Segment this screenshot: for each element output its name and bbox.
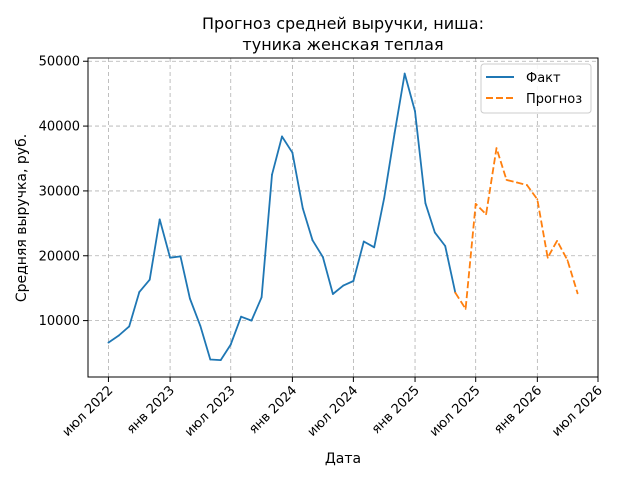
chart-title-line-1: Прогноз средней выручки, ниша: <box>202 14 484 33</box>
data-point <box>321 256 324 258</box>
data-point <box>576 292 579 295</box>
legend: Факт Прогноз <box>480 63 592 114</box>
data-point <box>138 291 141 293</box>
data-point <box>352 280 355 282</box>
data-point <box>414 110 416 113</box>
data-point <box>199 324 202 327</box>
data-point <box>383 197 386 199</box>
data-point <box>362 240 365 243</box>
data-point <box>311 239 314 242</box>
data-point <box>505 178 508 181</box>
data-point <box>271 173 273 176</box>
data-point <box>495 147 498 150</box>
data-point <box>158 218 161 221</box>
data-point <box>117 334 120 337</box>
data-point <box>332 293 334 295</box>
data-point <box>260 296 263 299</box>
data-point <box>546 256 549 259</box>
y-tick-label: 40000 <box>39 120 80 135</box>
data-point <box>566 259 569 262</box>
grid <box>88 58 599 377</box>
data-point <box>373 246 376 249</box>
y-tick-label: 10000 <box>39 314 80 329</box>
data-point <box>209 358 212 361</box>
y-tick-label: 50000 <box>39 55 80 70</box>
data-point <box>281 135 283 138</box>
legend-label-fact: Факт <box>526 71 561 86</box>
data-point <box>240 315 243 318</box>
data-point <box>342 284 345 287</box>
data-point <box>229 343 232 346</box>
y-axis-label: Средняя выручка, руб. <box>14 134 30 302</box>
data-point <box>444 245 447 247</box>
data-point <box>148 278 151 281</box>
y-tick-label: 30000 <box>39 184 80 199</box>
data-point <box>219 359 222 362</box>
data-point <box>188 297 191 300</box>
data-point <box>107 341 110 344</box>
data-point <box>516 181 518 184</box>
data-point <box>536 198 539 201</box>
chart-title-line-2: туника женская теплая <box>242 35 443 54</box>
data-point <box>424 202 427 205</box>
data-point <box>464 308 467 310</box>
data-point <box>179 255 182 258</box>
series-lines <box>107 72 579 362</box>
legend-label-forecast: Прогноз <box>526 92 582 107</box>
data-point <box>301 207 304 210</box>
data-point <box>454 291 457 294</box>
data-point <box>169 256 171 259</box>
data-point <box>433 231 436 234</box>
data-point <box>526 184 528 186</box>
x-axis-label: Дата <box>325 451 361 467</box>
data-point <box>474 202 477 205</box>
plot-frame <box>87 57 599 378</box>
y-tick-label: 20000 <box>39 249 80 264</box>
data-point <box>250 319 253 322</box>
data-point <box>556 239 559 242</box>
data-point <box>291 151 294 154</box>
data-point <box>393 132 396 135</box>
data-point <box>403 72 406 75</box>
data-point <box>485 213 487 216</box>
data-point <box>128 325 131 328</box>
